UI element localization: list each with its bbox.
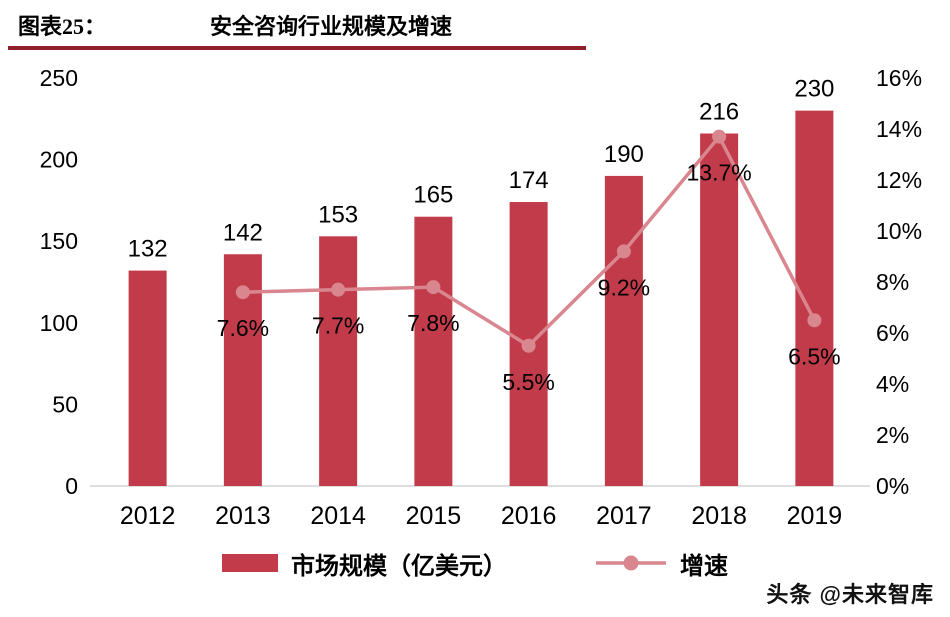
chart-area: 0 50 100 150 200 250 0% 2% 4% 6% 8% 10% 12% 14% 16% 201…	[0, 50, 950, 540]
bar-series-label: 市场规模（亿美元）	[291, 552, 507, 580]
page-title: 安全咨询行业规模及增速	[210, 14, 453, 39]
line-marker	[521, 338, 536, 353]
line-marker	[426, 280, 441, 295]
right-axis-tick: 10%	[876, 218, 922, 244]
x-axis-label: 2013	[215, 502, 271, 530]
bar	[700, 133, 739, 486]
x-axis-label: 2012	[120, 502, 176, 530]
line-series-swatch	[596, 555, 666, 571]
right-axis-tick: 6%	[876, 320, 909, 346]
bar	[319, 236, 358, 486]
x-axis-label: 2017	[596, 502, 652, 530]
growth-value-label: 7.8%	[407, 310, 459, 336]
left-axis-tick: 150	[40, 228, 78, 254]
right-axis-tick: 14%	[876, 116, 922, 142]
growth-value-label: 7.7%	[312, 313, 364, 339]
combo-chart: 0 50 100 150 200 250 0% 2% 4% 6% 8% 10% 12% 14% 16% 201…	[40, 65, 922, 530]
growth-value-label: 13.7%	[687, 160, 752, 186]
left-axis-tick: 100	[40, 310, 78, 336]
growth-value-label: 9.2%	[598, 274, 650, 300]
bar	[414, 216, 453, 486]
bar-value-label: 142	[223, 219, 263, 246]
left-axis-tick: 250	[40, 65, 78, 91]
bar-value-label: 165	[413, 182, 453, 209]
left-axis-tick: 200	[40, 147, 78, 173]
header-underline	[8, 46, 586, 50]
x-axis-label: 2014	[310, 502, 366, 530]
bar-series-swatch	[222, 554, 278, 572]
legend-item-market-scale: 市场规模（亿美元）	[222, 546, 507, 581]
left-axis-tick: 50	[52, 391, 78, 417]
line-series-label: 增速	[680, 552, 728, 580]
bar-value-label: 190	[604, 141, 644, 168]
line-marker	[712, 129, 727, 144]
legend-item-growth: 增速	[595, 546, 728, 581]
x-axis-label: 2018	[691, 502, 747, 530]
right-axis-tick: 0%	[876, 473, 909, 499]
bar-value-label: 230	[794, 76, 834, 103]
growth-value-label: 7.6%	[217, 315, 269, 341]
right-axis-tick: 16%	[876, 65, 922, 91]
right-axis-tick: 4%	[876, 371, 909, 397]
bar-value-label: 174	[509, 167, 549, 194]
watermark: 头条 @未来智库	[766, 582, 934, 607]
bar	[604, 175, 643, 487]
figure-number: 图表25：	[18, 14, 107, 39]
right-axis-tick: 12%	[876, 167, 922, 193]
x-axis-label: 2016	[501, 502, 557, 530]
x-axis-label: 2015	[406, 502, 462, 530]
right-axis-tick: 2%	[876, 422, 909, 448]
line-marker	[235, 285, 250, 300]
x-axis-label: 2019	[787, 502, 843, 530]
line-marker	[807, 313, 822, 328]
left-axis-tick: 0	[65, 473, 78, 499]
bar-value-label: 132	[128, 236, 168, 263]
bar	[128, 270, 167, 486]
chart-legend: 市场规模（亿美元） 增速	[0, 540, 950, 586]
line-marker	[616, 244, 631, 259]
chart-header: 图表25： 安全咨询行业规模及增速	[0, 0, 950, 41]
growth-value-label: 6.5%	[788, 343, 840, 369]
bar-value-label: 153	[318, 201, 358, 228]
line-marker	[331, 282, 346, 297]
right-axis-tick: 8%	[876, 269, 909, 295]
bar-value-label: 216	[699, 98, 739, 125]
growth-value-label: 5.5%	[502, 369, 554, 395]
